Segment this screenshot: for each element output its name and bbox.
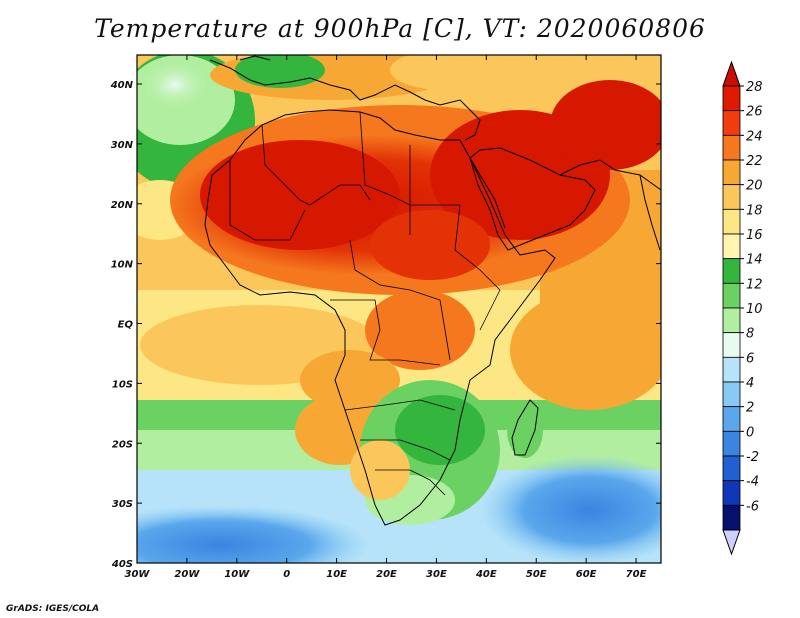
lat-label: 40S xyxy=(111,559,133,570)
colorbar-top-arrow xyxy=(722,60,741,87)
colorbar-label: 4 xyxy=(746,376,754,391)
colorbar-segment xyxy=(722,282,741,309)
lon-label: 50E xyxy=(526,569,547,580)
coastlines xyxy=(204,55,661,526)
colorbar-label: 24 xyxy=(746,129,763,144)
colorbar-label: -4 xyxy=(746,475,759,490)
colorbar-segment xyxy=(722,208,741,235)
colorbar-segment xyxy=(722,406,741,432)
colorbar-segment xyxy=(722,134,741,161)
colorbar-label: 28 xyxy=(746,80,763,95)
colorbar-label: 16 xyxy=(746,228,763,243)
lon-label: 10W xyxy=(224,569,250,580)
map-title: Temperature at 900hPa [C], VT: 202006080… xyxy=(94,14,706,43)
lon-label: 60E xyxy=(576,569,597,580)
colorbar-segment xyxy=(722,332,741,358)
lon-label: 0 xyxy=(283,569,290,580)
lon-label: 70E xyxy=(626,569,647,580)
lat-label: 10S xyxy=(112,379,133,390)
lat-label: 40N xyxy=(110,80,134,91)
colorbar-label: 18 xyxy=(746,203,763,218)
lat-label: EQ xyxy=(118,320,134,331)
colorbar-segment xyxy=(722,258,741,284)
colorbar-label: 12 xyxy=(746,277,763,292)
lat-label: 30S xyxy=(112,499,133,510)
colorbar-segment xyxy=(722,480,741,506)
lat-label: 30N xyxy=(111,140,134,151)
credit-label: GrADS: IGES/COLA xyxy=(6,604,100,614)
lon-label: 10E xyxy=(326,569,347,580)
colorbar-segment xyxy=(722,455,741,482)
colorbar-bottom-arrow xyxy=(722,529,741,556)
lon-label: 40E xyxy=(475,569,497,580)
colorbar-label: 0 xyxy=(746,425,754,440)
lat-label: 20S xyxy=(112,439,133,450)
lat-label: 10N xyxy=(111,260,134,271)
lon-label: 30E xyxy=(426,569,447,580)
colorbar-segment xyxy=(722,110,741,136)
colorbar-segment xyxy=(722,85,741,112)
colorbar-label: 26 xyxy=(746,105,763,120)
colorbar-segment xyxy=(722,233,741,260)
lon-label: 20E xyxy=(376,569,397,580)
colorbar-label: 20 xyxy=(746,179,763,194)
colorbar-segment xyxy=(722,381,741,408)
lat-label: 20N xyxy=(111,200,134,211)
colorbar-label: 6 xyxy=(746,351,754,366)
axes: 30W 20W 10W 0 10E 20E 30E 40E 50E 60E 70E 40N 30N 20N… xyxy=(110,55,661,580)
colorbar-segment xyxy=(722,159,741,186)
colorbar-label: 10 xyxy=(746,302,763,317)
colorbar-label: -6 xyxy=(746,499,759,514)
colorbar-label: 22 xyxy=(746,154,763,169)
colorbar-label: 2 xyxy=(746,401,754,416)
colorbar-segment xyxy=(722,430,741,457)
map-frame xyxy=(136,54,662,564)
colorbar-segment xyxy=(722,356,741,383)
colorbar-label: -2 xyxy=(746,450,759,465)
colorbar-label: 8 xyxy=(746,327,754,342)
colorbar-segment xyxy=(722,504,741,531)
lon-label: 20W xyxy=(174,569,200,580)
lon-label: 30W xyxy=(125,569,151,580)
colorbar-label: 14 xyxy=(746,253,763,268)
colorbar-segment xyxy=(722,184,741,210)
colorbar-segment xyxy=(722,307,741,334)
temperature-field xyxy=(137,55,661,563)
